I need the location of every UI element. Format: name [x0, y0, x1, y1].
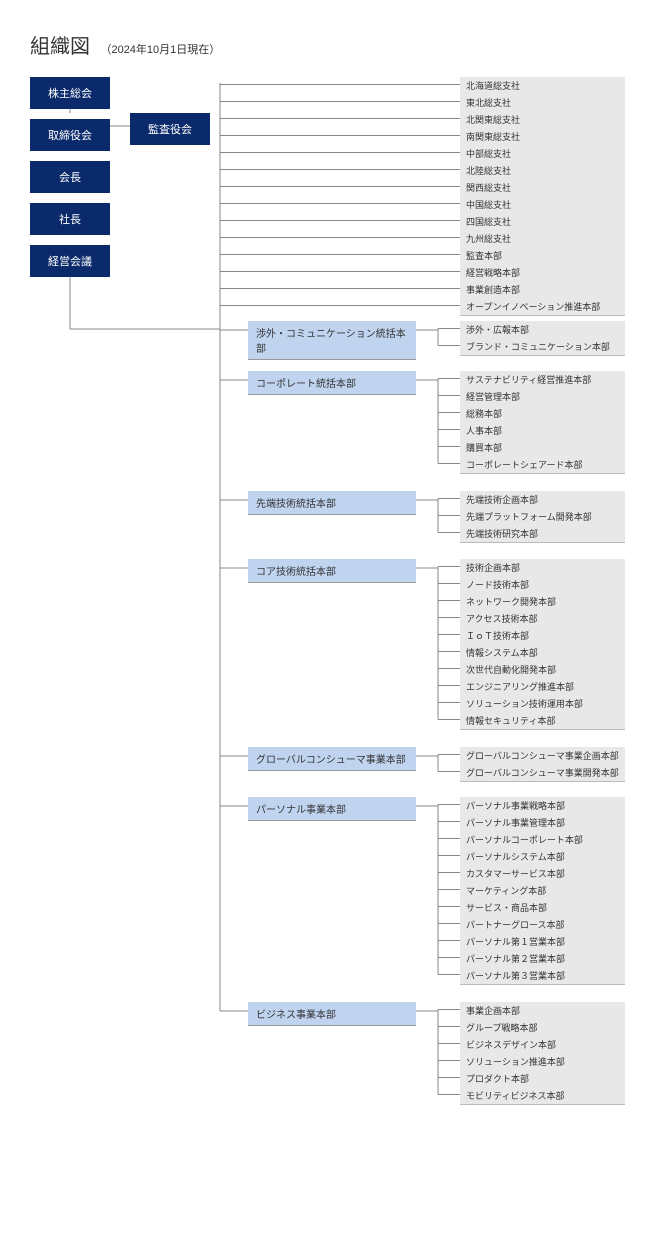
leaf-box: パーソナルコーポレート本部: [460, 831, 625, 849]
leaf-box: 北陸総支社: [460, 162, 625, 180]
leaf-box: 経営管理本部: [460, 388, 625, 406]
leaf-box: 監査本部: [460, 247, 625, 265]
leaf-box: 情報システム本部: [460, 644, 625, 662]
leaf-box: 購買本部: [460, 439, 625, 457]
leaf-box: 九州総支社: [460, 230, 625, 248]
navy-box: 経営会議: [30, 245, 110, 277]
leaf-box: 次世代自動化開発本部: [460, 661, 625, 679]
leaf-box: サービス・商品本部: [460, 899, 625, 917]
leaf-box: ノード技術本部: [460, 576, 625, 594]
leaf-box: パートナーグロース本部: [460, 916, 625, 934]
leaf-box: グローバルコンシューマ事業企画本部: [460, 747, 625, 765]
leaf-box: カスタマーサービス本部: [460, 865, 625, 883]
leaf-box: 経営戦略本部: [460, 264, 625, 282]
leaf-box: 事業企画本部: [460, 1002, 625, 1020]
leaf-box: プロダクト本部: [460, 1070, 625, 1088]
page-title: 組織図: [30, 36, 90, 58]
leaf-box: 技術企画本部: [460, 559, 625, 577]
leaf-box: 先端プラットフォーム開発本部: [460, 508, 625, 526]
navy-box: 株主総会: [30, 77, 110, 109]
date-label: （2024年10月1日現在）: [100, 44, 220, 56]
leaf-box: 情報セキュリティ本部: [460, 712, 625, 730]
hq-box: 渉外・コミュニケーション統括本部: [248, 321, 416, 360]
hq-box: 先端技術統括本部: [248, 491, 416, 515]
hq-box: コーポレート統括本部: [248, 371, 416, 395]
hq-box: グローバルコンシューマ事業本部: [248, 747, 416, 771]
hq-box: ビジネス事業本部: [248, 1002, 416, 1026]
aux-box: 監査役会: [130, 113, 210, 145]
leaf-box: グローバルコンシューマ事業開発本部: [460, 764, 625, 782]
leaf-box: 総務本部: [460, 405, 625, 423]
leaf-box: パーソナルシステム本部: [460, 848, 625, 866]
leaf-box: ブランド・コミュニケーション本部: [460, 338, 625, 356]
leaf-box: ソリューション技術運用本部: [460, 695, 625, 713]
leaf-box: 南関東総支社: [460, 128, 625, 146]
leaf-box: 先端技術研究本部: [460, 525, 625, 543]
leaf-box: ネットワーク開発本部: [460, 593, 625, 611]
leaf-box: コーポレートシェアード本部: [460, 456, 625, 474]
leaf-box: ソリューション推進本部: [460, 1053, 625, 1071]
hq-box: パーソナル事業本部: [248, 797, 416, 821]
leaf-box: パーソナル第１営業本部: [460, 933, 625, 951]
leaf-box: 事業創造本部: [460, 281, 625, 299]
leaf-box: エンジニアリング推進本部: [460, 678, 625, 696]
leaf-box: マーケティング本部: [460, 882, 625, 900]
org-chart: 株主総会取締役会会長社長経営会議 監査役会 北海道総支社東北総支社北関東総支社南関東…: [30, 77, 630, 1112]
leaf-box: 北海道総支社: [460, 77, 625, 95]
leaf-box: 北関東総支社: [460, 111, 625, 129]
leaf-box: サステナビリティ経営推進本部: [460, 371, 625, 389]
hq-box: コア技術統括本部: [248, 559, 416, 583]
navy-box: 取締役会: [30, 119, 110, 151]
navy-box: 社長: [30, 203, 110, 235]
leaf-box: ビジネスデザイン本部: [460, 1036, 625, 1054]
navy-box: 会長: [30, 161, 110, 193]
leaf-box: モビリティビジネス本部: [460, 1087, 625, 1105]
leaf-box: パーソナル第２営業本部: [460, 950, 625, 968]
leaf-box: 渉外・広報本部: [460, 321, 625, 339]
leaf-box: パーソナル第３営業本部: [460, 967, 625, 985]
leaf-box: 東北総支社: [460, 94, 625, 112]
leaf-box: 中部総支社: [460, 145, 625, 163]
leaf-box: 先端技術企画本部: [460, 491, 625, 509]
leaf-box: 四国総支社: [460, 213, 625, 231]
leaf-box: 中国総支社: [460, 196, 625, 214]
leaf-box: パーソナル事業管理本部: [460, 814, 625, 832]
leaf-box: 人事本部: [460, 422, 625, 440]
leaf-box: オープンイノベーション推進本部: [460, 298, 625, 316]
leaf-box: グループ戦略本部: [460, 1019, 625, 1037]
leaf-box: パーソナル事業戦略本部: [460, 797, 625, 815]
leaf-box: ＩｏＴ技術本部: [460, 627, 625, 645]
leaf-box: アクセス技術本部: [460, 610, 625, 628]
leaf-box: 関西総支社: [460, 179, 625, 197]
